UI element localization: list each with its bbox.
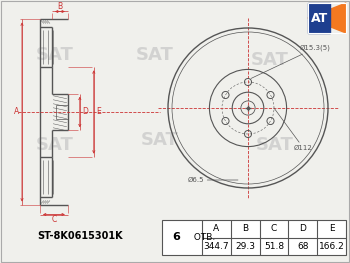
Text: SAT: SAT xyxy=(256,136,294,154)
Text: 29.3: 29.3 xyxy=(235,242,255,251)
Text: ОТВ.: ОТВ. xyxy=(191,233,215,242)
Text: E: E xyxy=(97,108,101,117)
Text: A: A xyxy=(214,224,219,233)
Text: Ø15.3(5): Ø15.3(5) xyxy=(251,45,331,78)
Bar xyxy=(162,220,346,255)
Text: A: A xyxy=(14,108,20,117)
Text: C: C xyxy=(271,224,277,233)
Text: SAT: SAT xyxy=(251,51,289,69)
Text: E: E xyxy=(329,224,334,233)
Bar xyxy=(162,220,346,255)
Text: SAT: SAT xyxy=(36,46,74,64)
Text: Ø6.5: Ø6.5 xyxy=(188,177,238,183)
Text: SAT: SAT xyxy=(141,131,179,149)
Polygon shape xyxy=(308,3,346,33)
Text: ST-8K0615301K: ST-8K0615301K xyxy=(37,231,123,241)
Text: SAT: SAT xyxy=(36,136,74,154)
Text: D: D xyxy=(299,224,306,233)
Text: 344.7: 344.7 xyxy=(204,242,229,251)
Text: C: C xyxy=(51,215,57,224)
Text: D: D xyxy=(82,108,88,117)
Text: SAT: SAT xyxy=(136,46,174,64)
Polygon shape xyxy=(308,3,330,33)
Text: B: B xyxy=(242,224,248,233)
Text: Ø112: Ø112 xyxy=(274,108,313,151)
Text: 6: 6 xyxy=(172,232,180,242)
Text: 68: 68 xyxy=(297,242,309,251)
Text: B: B xyxy=(57,2,63,11)
Text: 166.2: 166.2 xyxy=(319,242,344,251)
Bar xyxy=(308,3,346,33)
Text: AT: AT xyxy=(312,12,329,24)
Text: 51.8: 51.8 xyxy=(264,242,284,251)
